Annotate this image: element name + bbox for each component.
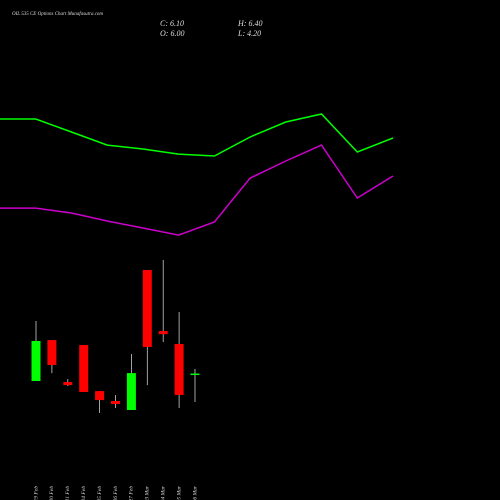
x-tick-label: 20 Feb: [49, 486, 55, 500]
candle-body: [174, 343, 184, 395]
x-tick-label: 21 Feb: [65, 486, 71, 500]
candle-body: [158, 331, 168, 335]
candle-body: [95, 391, 105, 401]
indicator-line: [0, 144, 394, 236]
low-summary: L: 4.20: [237, 29, 261, 38]
x-tick-label: 05 Mar: [176, 485, 182, 500]
open-summary: O: 6.00: [160, 29, 184, 38]
chart-title: OIL 535 CE Options Chart Munafasutra.com: [12, 12, 103, 17]
candle-body: [47, 340, 57, 365]
high-summary: H: 6.40: [237, 19, 262, 28]
candle-body: [190, 373, 200, 376]
x-tick-label: 04 Mar: [159, 485, 166, 500]
candle-body: [79, 345, 89, 392]
candle-body: [31, 340, 41, 382]
x-tick-label: 19 Feb: [33, 486, 39, 500]
candle-body: [63, 382, 73, 386]
candle-body: [126, 373, 136, 410]
x-tick-label: 27 Feb: [129, 486, 135, 500]
candle-body: [142, 270, 152, 347]
candle-body: [111, 400, 120, 404]
x-tick-label: 03 Mar: [145, 485, 151, 500]
close-summary: C: 6.10: [160, 19, 184, 28]
x-tick-label: 25 Feb: [97, 486, 103, 500]
x-tick-label: 24 Feb: [80, 486, 87, 500]
x-tick-label: 06 Mar: [192, 485, 198, 500]
indicator-line: [0, 113, 394, 157]
x-tick-label: 26 Feb: [113, 486, 119, 500]
